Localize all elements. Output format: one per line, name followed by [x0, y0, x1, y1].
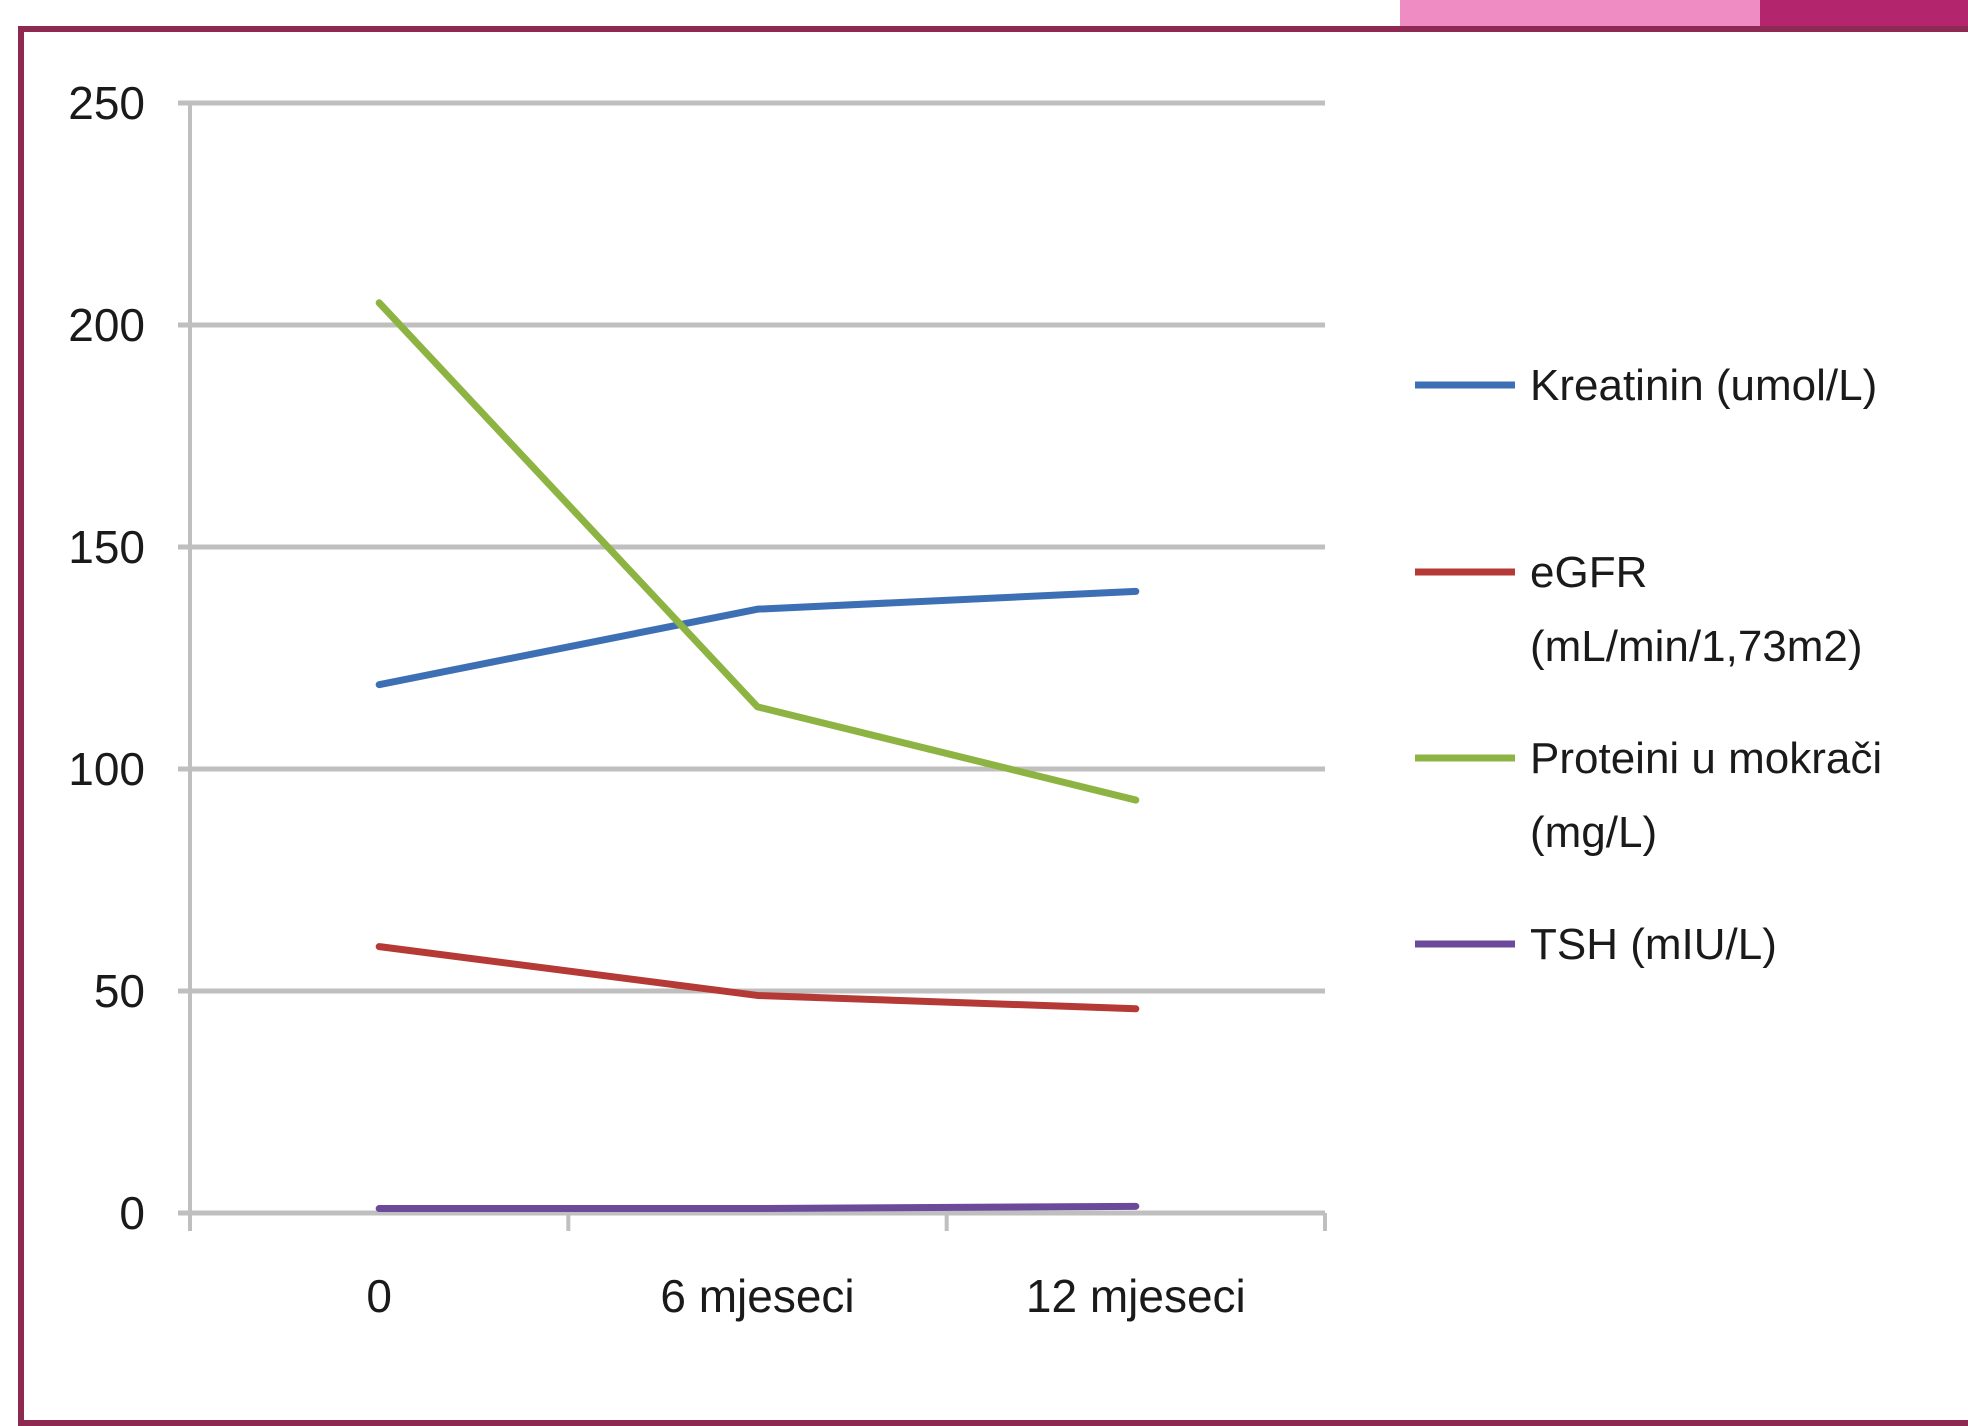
- legend-label: Kreatinin (umol/L): [1530, 361, 1877, 410]
- legend-item: Proteini u mokrači (mg/L): [1415, 734, 1882, 857]
- series-line: [375, 1202, 1140, 1213]
- line-chart: 0 50 100 150 200 250 0 6 mjeseci 12 mjeseci Kre…: [68, 77, 1882, 1322]
- header-accent-light: [1400, 0, 1760, 28]
- y-tick-label: 250: [68, 77, 145, 129]
- x-tick-label: 12 mjeseci: [1026, 1270, 1246, 1322]
- x-tick-label: 6 mjeseci: [660, 1270, 854, 1322]
- legend-label-line: eGFR: [1530, 548, 1647, 597]
- y-tick-label: 200: [68, 299, 145, 351]
- legend-item: eGFR (mL/min/1,73m2): [1415, 548, 1863, 671]
- legend-label: eGFR (mL/min/1,73m2): [1530, 548, 1863, 671]
- legend-label-line: Proteini u mokrači: [1530, 734, 1882, 783]
- series-lines: [375, 299, 1140, 1213]
- y-tick-label: 100: [68, 743, 145, 795]
- header-accent-dark: [1760, 0, 1968, 28]
- x-axis-ticks: 0 6 mjeseci 12 mjeseci: [366, 1270, 1245, 1322]
- y-tick-label: 0: [119, 1187, 145, 1239]
- y-axis-ticks: 0 50 100 150 200 250: [68, 77, 145, 1239]
- axes: [178, 103, 1327, 1231]
- legend-item: Kreatinin (umol/L): [1415, 361, 1877, 410]
- legend-item: TSH (mIU/L): [1415, 920, 1777, 969]
- y-tick-label: 150: [68, 521, 145, 573]
- legend-label-line: (mg/L): [1530, 808, 1657, 857]
- gridlines: [178, 100, 1325, 994]
- legend-label: TSH (mIU/L): [1530, 920, 1777, 969]
- series-line: [375, 299, 1140, 804]
- legend-label-line: Kreatinin (umol/L): [1530, 361, 1877, 410]
- legend-label-line: (mL/min/1,73m2): [1530, 622, 1863, 671]
- legend: Kreatinin (umol/L) eGFR (mL/min/1,73m2) Pro…: [1415, 361, 1882, 969]
- series-line: [375, 587, 1140, 689]
- legend-label-line: TSH (mIU/L): [1530, 920, 1777, 969]
- series-line: [375, 943, 1140, 1013]
- y-tick-label: 50: [94, 965, 145, 1017]
- x-tick-label: 0: [366, 1270, 392, 1322]
- legend-label: Proteini u mokrači (mg/L): [1530, 734, 1882, 857]
